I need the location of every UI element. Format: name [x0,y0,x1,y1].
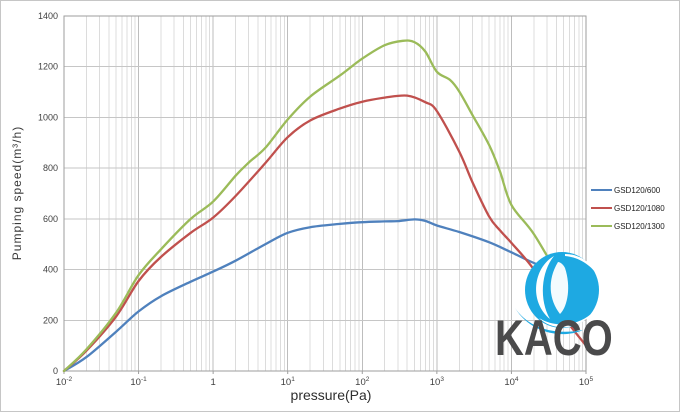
kaco-globe-icon [515,252,599,335]
y-tick-label: 200 [43,315,58,325]
x-tick-label: 10-2 [56,376,73,388]
series-curve-GSD120/1080 [62,94,588,373]
x-tick-label: 101 [281,376,296,388]
legend-label: GSD120/1300 [614,221,665,231]
legend-label: GSD120/600 [614,185,661,195]
y-tick-label: 1200 [38,62,58,72]
x-tick-label: 105 [579,376,594,388]
x-tick-label: 102 [355,376,370,388]
chart-legend: GSD120/600 GSD120/1080 GSD120/1300 [591,181,665,235]
series-curve-GSD120/600 [62,218,588,373]
y-tick-label: 0 [53,366,58,376]
legend-label: GSD120/1080 [614,203,665,213]
y-tick-label: 600 [43,214,58,224]
series-curve-GSD120/1300 [62,39,588,373]
legend-item-GSD120/1080: GSD120/1080 [591,199,665,217]
legend-item-GSD120/1300: GSD120/1300 [591,217,665,235]
kaco-logo-text: KACO [495,310,613,366]
legend-line-swatch [591,207,612,209]
x-tick-label: 10-1 [130,376,147,388]
y-tick-label: 1400 [38,11,58,21]
plot-border [63,15,587,372]
y-tick-label: 1000 [38,112,58,122]
y-tick-label: 400 [43,265,58,275]
legend-line-swatch [591,189,612,191]
y-tick-label: 800 [43,163,58,173]
y-axis-title: Pumping speed(m³/h) [10,125,24,261]
x-tick-label: 1 [210,377,215,388]
legend-line-swatch [591,225,612,227]
x-axis-title: pressure(Pa) [290,387,372,403]
legend-item-GSD120/600: GSD120/600 [591,181,665,199]
kaco-watermark: KACO [493,241,668,381]
x-tick-label: 103 [430,376,445,388]
x-tick-label: 104 [504,376,519,388]
